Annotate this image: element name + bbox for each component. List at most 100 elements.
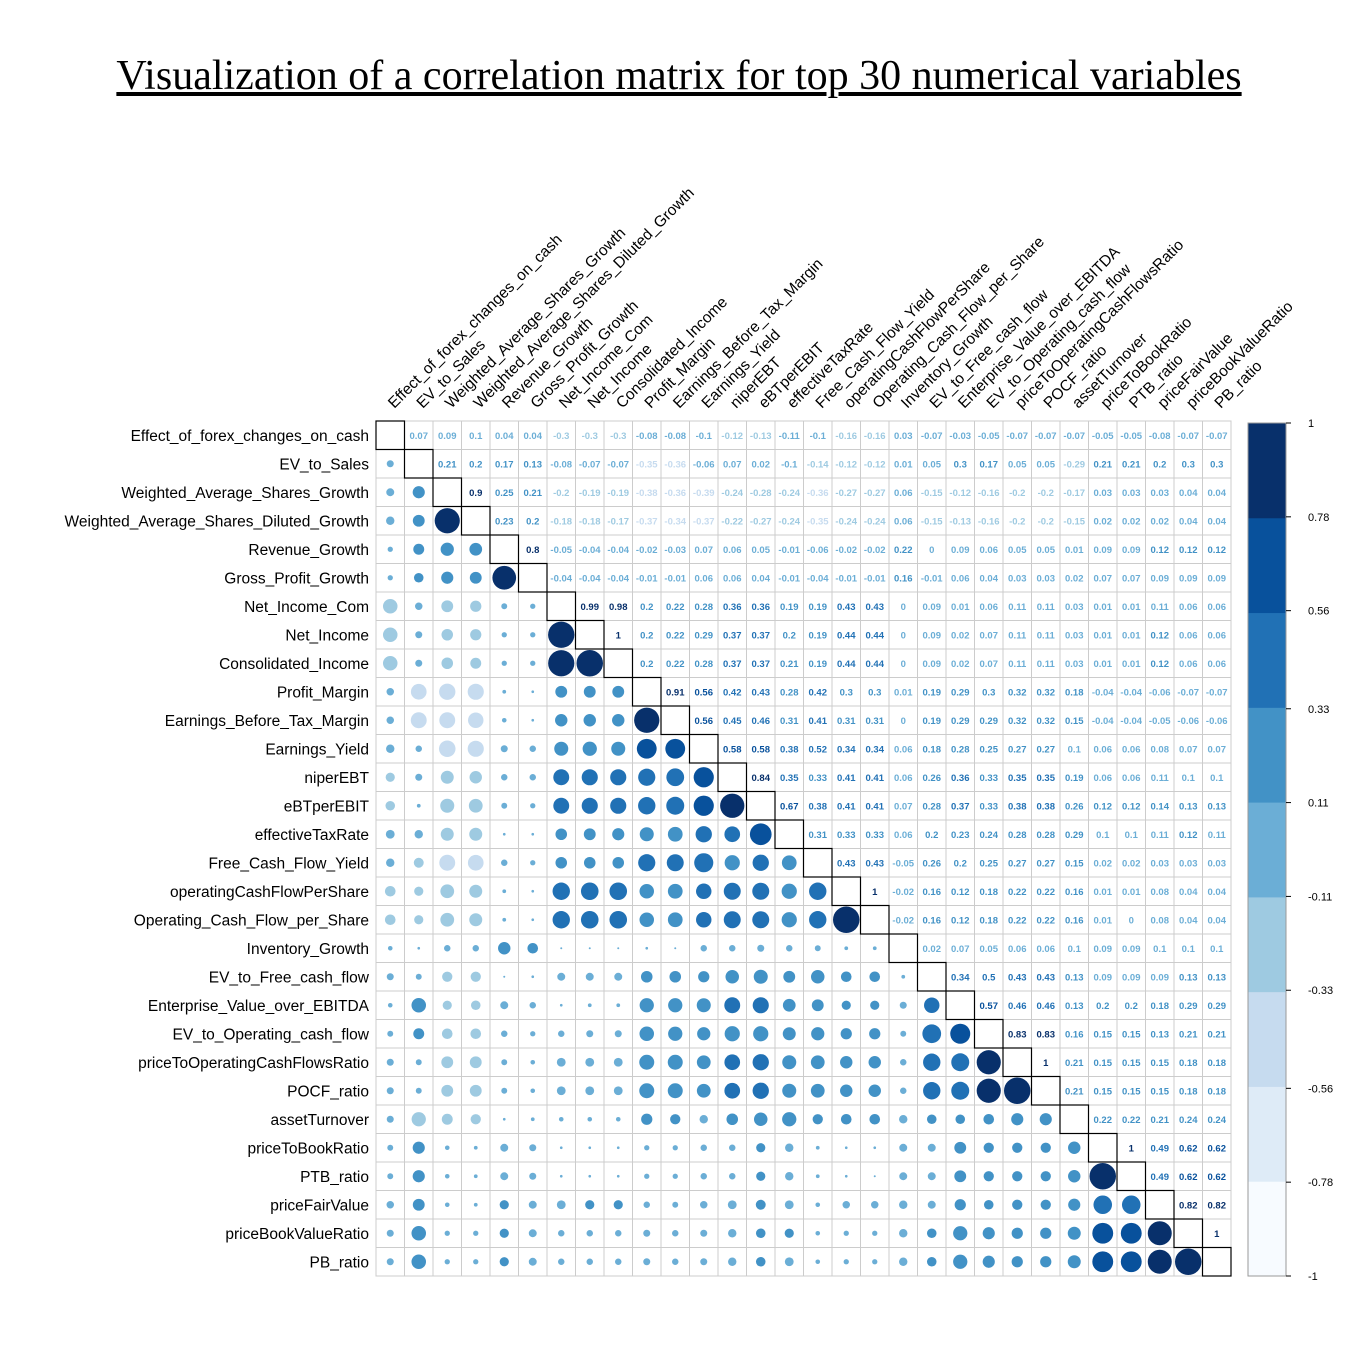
correlation-circle (1093, 1195, 1113, 1215)
grid-cell (1145, 1161, 1175, 1191)
correlation-circle (500, 1143, 509, 1152)
cell-value: 0.04 (1179, 488, 1198, 499)
cell-value: 0.06 (723, 545, 742, 556)
cell-value: 0.42 (809, 687, 828, 698)
correlation-circle (531, 889, 535, 893)
cell-value: 0.2 (925, 830, 938, 841)
diagonal-cell (574, 619, 605, 650)
correlation-circle (840, 1113, 852, 1125)
cell-value: -0.24 (835, 516, 857, 527)
correlation-circle (643, 1201, 650, 1208)
colorbar-segment (1248, 1086, 1286, 1182)
cell-value: 0.12 (1208, 545, 1227, 556)
correlation-circle (415, 1087, 422, 1094)
cell-value: 0.02 (1065, 573, 1084, 584)
grid-cell (1059, 1019, 1089, 1049)
grid-cell (1202, 734, 1232, 764)
grid-cell (803, 705, 833, 735)
correlation-circle (585, 1086, 595, 1096)
grid-cell (518, 477, 548, 507)
cell-value: 0.09 (1179, 573, 1198, 584)
correlation-circle (612, 828, 625, 841)
correlation-circle (559, 1146, 563, 1150)
correlation-circle (531, 718, 535, 722)
grid-cell (1031, 734, 1061, 764)
cell-value: 0.62 (1179, 1172, 1198, 1183)
grid-cell (1202, 534, 1232, 564)
correlation-circle (441, 1113, 453, 1125)
cell-value: 0.12 (1094, 801, 1113, 812)
cell-value: -0.08 (636, 431, 658, 442)
cell-value: 0.2 (526, 516, 539, 527)
correlation-circle (528, 1257, 537, 1266)
cell-value: -0.36 (807, 488, 829, 499)
grid-cell (1002, 848, 1032, 878)
cell-value: -0.05 (550, 545, 572, 556)
grid-cell (1031, 620, 1061, 650)
cell-value: 0.08 (1151, 887, 1170, 898)
correlation-circle (386, 1058, 394, 1066)
grid-cell (1031, 420, 1061, 450)
grid-cell (717, 420, 747, 450)
correlation-circle (725, 969, 740, 984)
cell-value: -0.16 (835, 431, 857, 442)
correlation-circle (1147, 1221, 1172, 1246)
cell-value: 0.03 (1208, 858, 1227, 869)
grid-cell (746, 648, 776, 678)
cell-value: 0.31 (780, 716, 799, 727)
cell-value: -0.28 (750, 488, 772, 499)
correlation-circle (1092, 1251, 1114, 1273)
grid-cell (860, 990, 890, 1020)
cell-value: -0.18 (550, 516, 572, 527)
correlation-circle (610, 797, 627, 814)
colorbar-tick-label: 0.33 (1308, 704, 1329, 716)
grid-cell (603, 563, 633, 593)
cell-value: 0.35 (1008, 773, 1027, 784)
correlation-circle (755, 1228, 766, 1239)
cell-value: 0.13 (524, 459, 543, 470)
correlation-circle (412, 514, 425, 527)
diagonal-cell (745, 790, 776, 821)
diagonal-cell (859, 904, 890, 935)
correlation-circle (812, 1114, 823, 1125)
cell-value: 0.27 (1008, 744, 1027, 755)
cell-value: -0.24 (778, 516, 800, 527)
cell-value: 0.1 (1210, 773, 1224, 784)
cell-value: 0.22 (1008, 915, 1027, 926)
cell-value: 0.06 (894, 773, 913, 784)
cell-value: 0.03 (1008, 573, 1027, 584)
correlation-circle (583, 856, 596, 869)
cell-value: 0.18 (1151, 1001, 1170, 1012)
correlation-circle (724, 855, 740, 871)
correlation-circle (840, 1084, 853, 1097)
cell-value: -0.38 (636, 488, 658, 499)
grid-cell (1173, 962, 1203, 992)
cell-value: 0.11 (1008, 659, 1027, 670)
row-label: Weighted_Average_Shares_Growth (121, 485, 369, 502)
cell-value: 0.14 (1151, 801, 1170, 812)
cell-value: 0.18 (1208, 1086, 1227, 1097)
cell-value: 0.26 (923, 858, 942, 869)
cell-value: 0.41 (837, 801, 856, 812)
grid-cell (1202, 905, 1232, 935)
correlation-circle (785, 1143, 794, 1152)
correlation-circle (387, 945, 393, 951)
correlation-circle (559, 1003, 563, 1007)
cell-value: 0.41 (866, 801, 885, 812)
cell-value: 0.04 (1179, 915, 1198, 926)
grid-cell (1031, 1047, 1061, 1077)
correlation-circle (502, 689, 507, 694)
cell-value: 0.17 (495, 459, 514, 470)
correlation-circle (1092, 1222, 1114, 1244)
cell-value: 0.2 (1153, 459, 1166, 470)
grid-cell (660, 477, 690, 507)
correlation-circle (501, 717, 507, 723)
correlation-circle (784, 1200, 794, 1210)
cell-value: 0.32 (1008, 687, 1027, 698)
row-label: priceToBookRatio (248, 1140, 369, 1157)
cell-value: 0.34 (866, 744, 885, 755)
correlation-circle (749, 823, 772, 846)
correlation-circle (1012, 1171, 1023, 1182)
correlation-circle (468, 712, 484, 728)
cell-value: 0.21 (1065, 1086, 1084, 1097)
